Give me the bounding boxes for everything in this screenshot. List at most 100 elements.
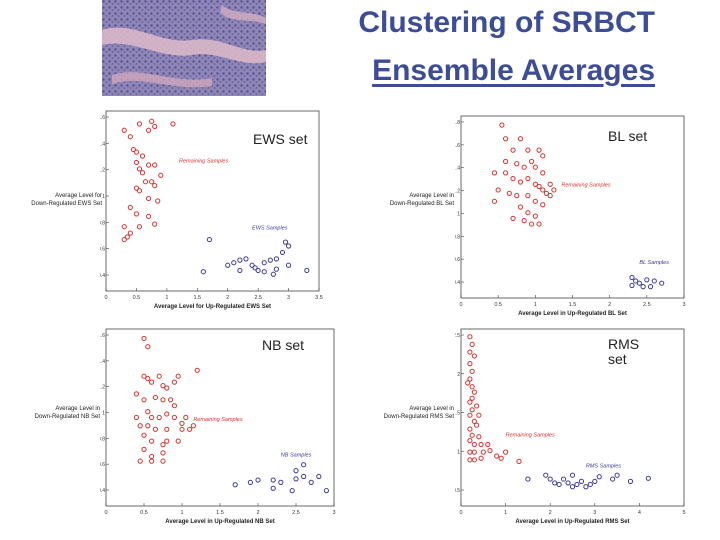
ews-blue-point — [282, 239, 289, 245]
nb-red-point — [133, 391, 140, 397]
nb-red-point — [145, 375, 151, 382]
rms-red-point — [494, 453, 500, 459]
bl-red-annotation: Remaining Samples — [561, 183, 610, 189]
ews-red-point — [146, 127, 152, 133]
bl-red-point — [536, 183, 542, 190]
bl-blue-point — [651, 278, 657, 284]
nb-red-point — [141, 373, 147, 379]
ews-xtick-label: 3 — [287, 295, 290, 301]
bl-red-point — [532, 198, 538, 204]
nb-red-point — [141, 397, 147, 403]
nb-red-point — [141, 446, 147, 452]
bl-red-point — [503, 136, 509, 142]
rms-blue-point — [645, 475, 651, 481]
bl-red-point — [521, 218, 527, 224]
nb-ytick-label: 0.8 — [100, 436, 105, 442]
nb-ytick-label: 1.6 — [100, 333, 105, 339]
nb-blue-point — [316, 473, 322, 480]
ews-red-point — [152, 182, 158, 189]
nb-blue-point — [301, 462, 307, 468]
rms-blue-point — [525, 476, 531, 482]
ews-red-point — [146, 162, 152, 168]
nb-red-point — [171, 414, 178, 421]
bl-scatter-panel: 0 0.5 1 1.5 2 2.5 3 0.4 0.6 0.8 1 1.2 1.4 1.6 1.8 Avera… — [453, 110, 690, 320]
rms-blue-point — [569, 484, 576, 490]
rms-red-point — [474, 422, 480, 428]
bl-red-point — [514, 161, 520, 167]
rms-set-label: RMS set — [608, 336, 640, 367]
ews-blue-point — [243, 256, 249, 262]
ews-blue-point — [267, 257, 273, 263]
bl-red-point — [503, 158, 509, 165]
rms-blue-point — [596, 474, 602, 480]
ews-xlabel: Average Level for Up-Regulated EWS Set — [154, 304, 271, 310]
rms-red-point — [498, 455, 504, 461]
nb-xtick-label: 2 — [256, 510, 259, 516]
nb-xtick-label: 1.5 — [216, 510, 224, 516]
ews-blue-annotation: EWS Samples — [252, 225, 288, 231]
rms-red-point — [471, 449, 477, 455]
rms-blue-point — [556, 481, 562, 488]
ews-set-label: EWS set — [253, 131, 308, 147]
ews-red-point — [121, 127, 127, 133]
nb-red-point — [187, 426, 193, 432]
ews-red-point — [146, 213, 152, 220]
bl-red-point — [536, 147, 542, 153]
nb-blue-point — [247, 479, 253, 485]
rms-blue-annotation: RMS Samples — [586, 464, 621, 470]
ews-red-point — [127, 230, 133, 236]
ews-blue-point — [237, 257, 243, 263]
ews-red-point — [170, 121, 176, 127]
ews-blue-point — [200, 269, 206, 275]
ews-xtick-label: 1.5 — [193, 295, 201, 301]
ews-ytick-label: 0.6 — [100, 247, 105, 253]
nb-red-point — [175, 373, 181, 379]
ews-red-point — [152, 123, 158, 130]
nb-scatter-plot: 0 0.5 1 1.5 2 2.5 3 0.4 0.6 0.8 1 1.2 1.4 1.6 Average … — [98, 328, 336, 525]
ews-red-point — [142, 179, 149, 185]
bl-xtick-label: 2 — [608, 302, 611, 308]
rms-red-point — [469, 407, 475, 413]
rms-blue-point — [560, 476, 567, 482]
rms-xtick-label: 0 — [459, 510, 462, 516]
bl-red-point — [514, 193, 520, 199]
rms-red-point — [474, 403, 480, 409]
rms-red-point — [465, 380, 471, 386]
rms-blue-point — [610, 476, 616, 482]
ews-red-point — [139, 153, 146, 159]
bl-ytick-label: 1.4 — [455, 166, 460, 172]
bl-red-point — [510, 215, 516, 221]
bl-xtick-label: 2.5 — [643, 302, 651, 308]
nb-red-point — [194, 367, 200, 373]
ews-red-point — [136, 121, 143, 127]
nb-blue-point — [323, 488, 329, 494]
rms-red-point — [480, 449, 486, 455]
ews-blue-point — [225, 262, 231, 268]
nb-red-point — [160, 397, 166, 403]
bl-xtick-label: 1.5 — [569, 302, 577, 308]
nb-blue-point — [293, 468, 299, 474]
ews-red-point — [149, 179, 155, 185]
rms-ytick-label: 2 — [457, 372, 460, 378]
rms-red-point — [467, 412, 473, 418]
bl-xtick-label: 3 — [682, 302, 685, 308]
nb-red-point — [141, 432, 147, 438]
nb-xtick-label: 2.5 — [292, 510, 300, 516]
rms-blue-point — [592, 478, 598, 484]
nb-red-point — [156, 373, 162, 379]
tissue-micrograph-image — [102, 0, 266, 96]
bl-xtick-label: 0 — [459, 302, 462, 308]
ews-red-point — [127, 204, 133, 211]
rms-blue-point — [587, 481, 593, 488]
ews-blue-point — [255, 267, 261, 274]
bl-red-point — [532, 164, 538, 170]
ews-red-point — [133, 149, 140, 155]
ews-ylabel: Average Level for Down-Regulated EWS Set — [20, 192, 102, 208]
rms-red-point — [471, 441, 477, 448]
rms-blue-point — [574, 481, 580, 488]
bl-red-point — [525, 147, 531, 153]
bl-red-point — [540, 187, 546, 193]
nb-red-point — [160, 450, 166, 456]
nb-blue-point — [278, 479, 284, 485]
nb-red-point — [156, 414, 162, 421]
